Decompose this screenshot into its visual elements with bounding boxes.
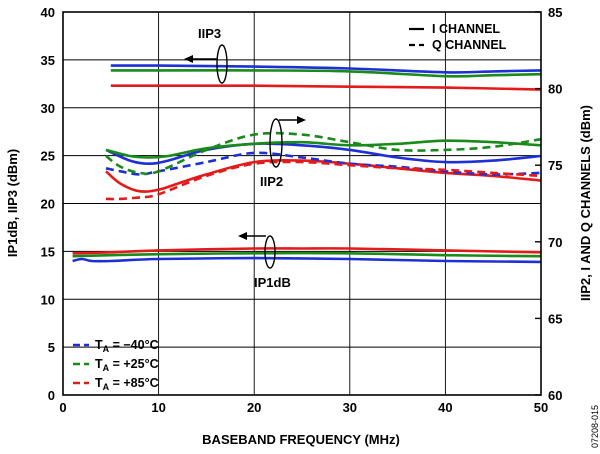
y-right-tick-labels: 60 65 70 75 80 85: [535, 5, 562, 403]
y-left-tick-label-8: 40: [41, 5, 55, 20]
series-line-8: [105, 159, 542, 193]
x-tick-label-0: 0: [59, 400, 66, 415]
series-line-5: [72, 247, 542, 255]
legend-temp-label-1: TA = +25°C: [95, 357, 159, 373]
series-line-0: [110, 64, 542, 74]
x-axis-label: BASEBAND FREQUENCY (MHz): [202, 432, 400, 447]
legend-q-channel-label: Q CHANNEL: [432, 38, 507, 52]
y-right-tick-label-5: 85: [548, 5, 562, 20]
y-left-tick-label-7: 35: [41, 53, 55, 68]
series-line-9: [105, 151, 542, 176]
series-line-3: [72, 256, 542, 264]
y-left-tick-labels: 0 5 10 15 20 25 30 35 40: [41, 5, 55, 403]
ip1db-arrowhead: [238, 232, 247, 240]
series-line-10: [105, 131, 542, 176]
series-line-11: [105, 160, 542, 201]
y-left-tick-label-4: 20: [41, 197, 55, 212]
ip1db-annotation: IP1dB: [238, 232, 291, 290]
iip2-arrowhead: [297, 116, 306, 124]
y-left-tick-label-0: 0: [48, 388, 55, 403]
y-right-tick-label-3: 75: [548, 158, 562, 173]
y-right-tick-label-0: 60: [548, 388, 562, 403]
x-tick-label-4: 40: [438, 400, 452, 415]
x-tick-labels: 0 10 20 30 40 50: [59, 400, 548, 415]
y-right-tick-label-4: 80: [548, 82, 562, 97]
series-line-4: [72, 251, 542, 258]
series-line-1: [110, 69, 542, 78]
ip1db-ellipse: [264, 235, 276, 269]
iip3-arrowhead: [184, 55, 193, 63]
series-line-6: [105, 142, 542, 165]
iip3-label: IIP3: [198, 26, 221, 41]
legend-temp-label-0: TA = −40°C: [95, 338, 159, 354]
ip1db-label: IP1dB: [254, 275, 291, 290]
y-left-tick-label-2: 10: [41, 292, 55, 307]
iip2-ellipse: [269, 118, 283, 168]
y-left-tick-label-5: 25: [41, 149, 55, 164]
channel-legend: I CHANNEL Q CHANNEL: [409, 22, 507, 52]
y-left-tick-label-3: 15: [41, 244, 55, 259]
y-left-tick-label-6: 30: [41, 101, 55, 116]
y-left-tick-label-1: 5: [48, 340, 55, 355]
x-tick-label-1: 10: [151, 400, 165, 415]
legend-i-channel-label: I CHANNEL: [432, 22, 500, 36]
plot-frame: [62, 11, 542, 396]
iip3-annotation: IIP3: [184, 26, 228, 84]
temperature-legend: TA = −40°C TA = +25°C TA = +85°C: [73, 338, 159, 392]
x-tick-label-2: 20: [247, 400, 261, 415]
series-group: [72, 64, 542, 264]
iip2-annotation: IIP2: [260, 116, 306, 189]
iip3-ellipse: [216, 44, 228, 84]
legend-temp-label-2: TA = +85°C: [95, 376, 159, 392]
y-right-tick-label-1: 65: [548, 311, 562, 326]
y-right-axis-label: IIP2, I AND Q CHANNELS (dBm): [578, 105, 593, 301]
x-tick-label-5: 50: [534, 400, 548, 415]
series-line-2: [110, 84, 542, 91]
figure-id: 07208-015: [590, 405, 600, 448]
y-left-axis-label: IP1dB, IIP3 (dBm): [5, 149, 20, 257]
iip2-label: IIP2: [260, 174, 283, 189]
series-line-7: [105, 139, 542, 159]
y-right-tick-label-2: 70: [548, 235, 562, 250]
x-tick-label-3: 30: [343, 400, 357, 415]
